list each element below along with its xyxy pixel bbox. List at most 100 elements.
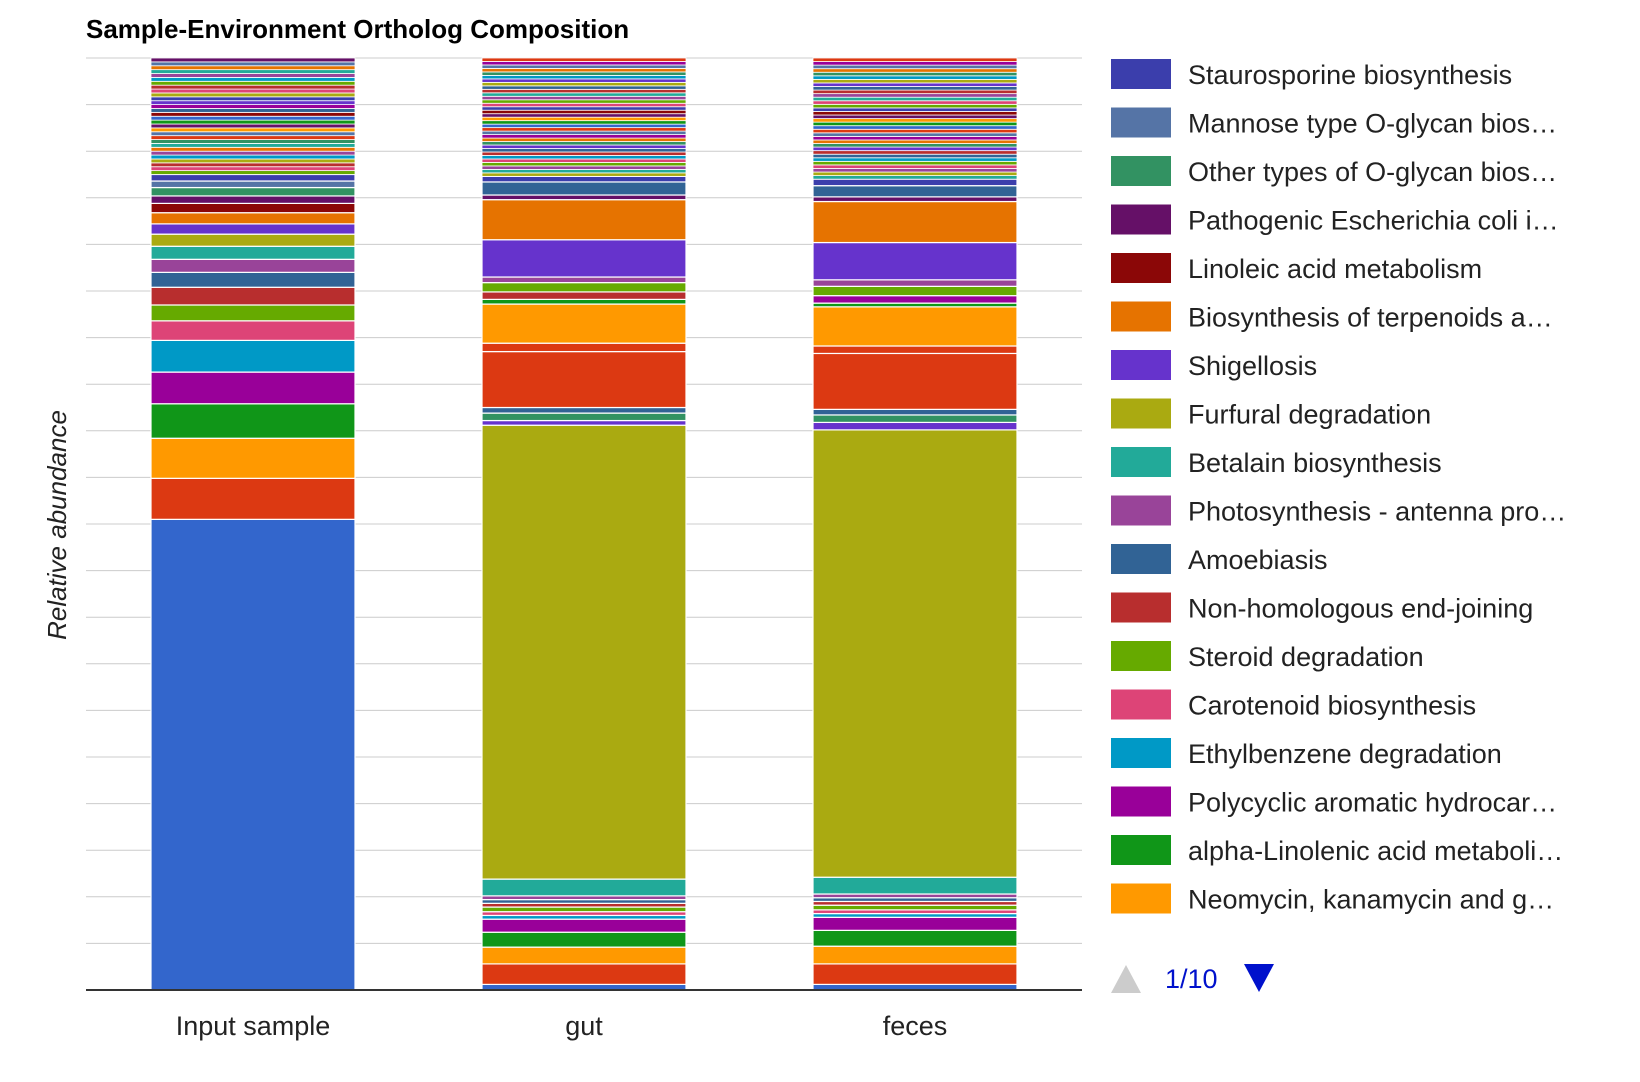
bar-segment[interactable] [812,96,1018,102]
bar-segment[interactable] [481,419,687,426]
bar-segment[interactable] [812,904,1018,911]
page-down-arrow-icon[interactable] [1244,964,1274,992]
bar-segment[interactable] [150,100,356,106]
bar-segment[interactable] [150,115,356,121]
bar-segment[interactable] [481,906,687,913]
bar-segment[interactable] [150,80,356,86]
legend-item[interactable]: Polycyclic aromatic hydrocar… [1111,786,1557,818]
bar-segment[interactable] [481,78,687,83]
bar-segment[interactable] [481,918,687,933]
bar-segment[interactable] [481,144,687,149]
bar-segment[interactable] [150,233,356,247]
bar-segment[interactable] [150,119,356,125]
bar-segment[interactable] [812,196,1018,203]
bar-segment[interactable] [150,223,356,235]
bar-segment[interactable] [150,258,356,273]
legend-item[interactable]: Biosynthesis of terpenoids a… [1111,301,1553,333]
bar-segment[interactable] [481,61,687,66]
bar-segment[interactable] [812,945,1018,965]
bar-segment[interactable] [812,421,1018,431]
bar-segment[interactable] [812,107,1018,112]
bar-segment[interactable] [481,141,687,146]
bar-segment[interactable] [150,304,356,322]
bar-segment[interactable] [150,271,356,288]
bar-segment[interactable] [150,477,356,520]
bar-segment[interactable] [481,57,687,62]
bar-segment[interactable] [812,164,1018,169]
bar-segment[interactable] [481,199,687,241]
bar-segment[interactable] [150,143,356,148]
bar-segment[interactable] [481,155,687,160]
bar-segment[interactable] [481,99,687,104]
bar-segment[interactable] [150,111,356,117]
legend-item[interactable]: alpha-Linolenic acid metaboli… [1111,835,1563,866]
legend-item[interactable]: Betalain biosynthesis [1111,447,1442,478]
bar-segment[interactable] [481,412,687,422]
bar-segment[interactable] [150,286,356,306]
bar-segment[interactable] [481,194,687,201]
bar-segment[interactable] [150,96,356,102]
bar-segment[interactable] [481,148,687,153]
bar-segment[interactable] [812,89,1018,95]
bar-segment[interactable] [481,963,687,986]
bar-segment[interactable] [481,181,687,196]
bar-segment[interactable] [812,68,1018,73]
bar-segment[interactable] [150,69,356,74]
bar-segment[interactable] [812,71,1018,77]
bar-segment[interactable] [481,71,687,76]
bar-segment[interactable] [150,77,356,82]
bar-segment[interactable] [150,162,356,168]
bar-segment[interactable] [150,170,356,175]
bar-segment[interactable] [481,291,687,300]
bar-segment[interactable] [812,82,1018,87]
bar-segment[interactable] [481,127,687,132]
bar-segment[interactable] [812,78,1018,84]
legend-item[interactable]: Carotenoid biosynthesis [1111,689,1476,721]
bar-segment[interactable] [481,134,687,139]
bar-segment[interactable] [150,154,356,160]
bar-segment[interactable] [481,424,687,880]
bar-segment[interactable] [150,104,356,109]
legend-item[interactable]: Pathogenic Escherichia coli i… [1111,204,1559,236]
bar-segment[interactable] [812,128,1018,134]
bar-segment[interactable] [150,195,356,205]
bar-segment[interactable] [812,114,1018,119]
bar-segment[interactable] [812,175,1018,180]
legend-item[interactable]: Furfural degradation [1111,398,1431,430]
bar-segment[interactable] [812,279,1018,287]
bar-segment[interactable] [812,241,1018,281]
bar-segment[interactable] [481,158,687,163]
bar-segment[interactable] [812,132,1018,137]
bar-segment[interactable] [150,139,356,144]
bar-segment[interactable] [150,371,356,405]
legend-item[interactable]: Shigellosis [1111,350,1317,381]
bar-segment[interactable] [481,162,687,167]
bar-segment[interactable] [481,137,687,142]
bar-segment[interactable] [812,139,1018,144]
bar-segment[interactable] [481,172,687,177]
bar-segment[interactable] [812,160,1018,166]
legend-item[interactable]: Other types of O-glycan bios… [1111,156,1557,187]
bar-segment[interactable] [812,345,1018,355]
bar-segment[interactable] [812,185,1018,198]
legend-item[interactable]: Linoleic acid metabolism [1111,253,1482,284]
bar-segment[interactable] [150,202,356,214]
bar-segment[interactable] [812,150,1018,155]
bar-segment[interactable] [812,157,1018,162]
legend-item[interactable]: Staurosporine biosynthesis [1111,59,1512,90]
bar-segment[interactable] [150,437,356,479]
bar-segment[interactable] [812,929,1018,947]
bar-segment[interactable] [481,92,687,97]
bar-segment[interactable] [481,165,687,170]
bar-segment[interactable] [812,429,1018,878]
bar-segment[interactable] [812,93,1018,98]
bar-segment[interactable] [150,73,356,78]
bar-segment[interactable] [481,130,687,135]
bar-segment[interactable] [812,295,1018,304]
bar-segment[interactable] [481,102,687,108]
bar-segment[interactable] [812,178,1018,187]
bar-segment[interactable] [812,916,1018,931]
bar-segment[interactable] [812,86,1018,91]
bar-segment[interactable] [812,408,1018,416]
bar-segment[interactable] [150,518,356,991]
